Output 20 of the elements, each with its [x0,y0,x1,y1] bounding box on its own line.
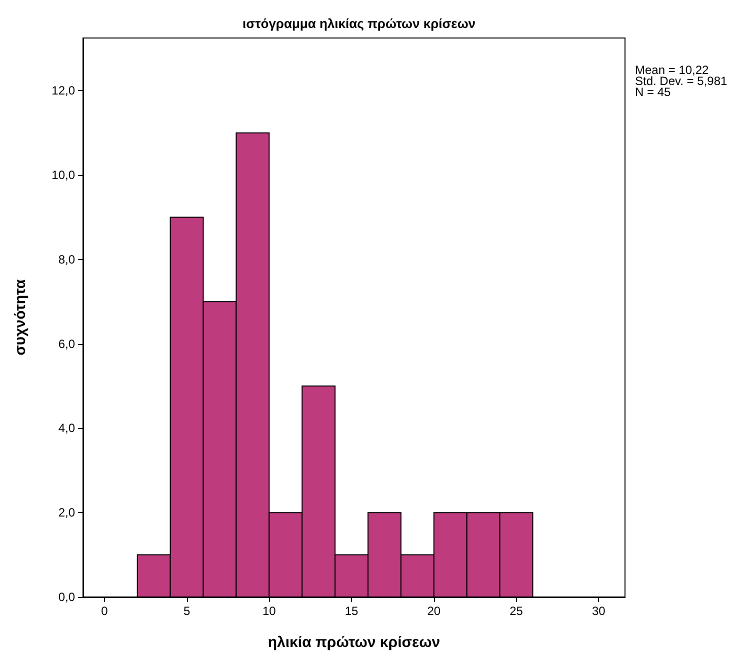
y-tick-label: 8,0 [58,252,76,266]
text: Mean = 10,22 [635,63,710,77]
x-tick-label: 30 [592,604,606,618]
y-axis-title: συχνότητα [12,278,29,356]
y-tick-label: 12,0 [52,84,76,98]
y-tick-label: 6,0 [58,336,76,351]
y-tick-label: 10,0 [52,168,76,182]
y-tick-label: 0,0 [58,590,76,604]
x-tick-label: 15 [344,604,359,618]
text: Std. Dev. = 5,981 [635,74,728,88]
y-tick-label: 4,0 [58,421,76,436]
x-tick-label: 5 [183,604,190,618]
x-tick-label: 10 [262,604,276,618]
x-axis-title: ηλικία πρώτων κρίσεων [268,634,440,651]
text: N = 45 [635,85,672,99]
x-tick-label: 0 [101,604,108,618]
x-tick-label: 20 [427,604,441,618]
chart-title: ιστόγραμμα ηλικίας πρώτων κρίσεων [242,16,476,31]
x-tick-label: 25 [510,604,524,618]
y-tick-label: 2,0 [58,506,76,520]
